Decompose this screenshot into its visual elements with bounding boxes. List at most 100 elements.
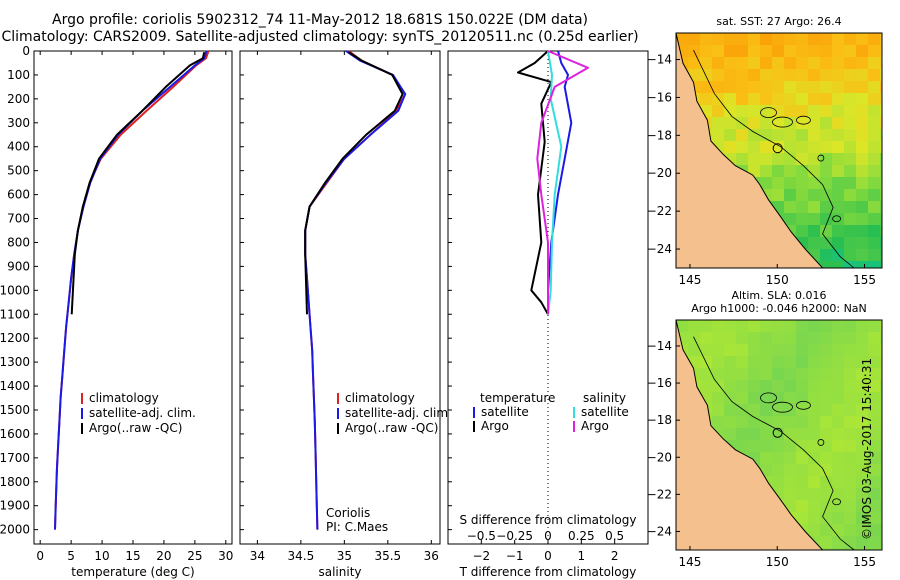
sst-map-cell xyxy=(880,213,882,226)
sla-map-cell xyxy=(748,440,761,453)
sla-map-cell xyxy=(868,488,881,501)
sst-map-cell xyxy=(808,129,821,142)
difference-series-t-argo xyxy=(517,50,553,315)
sla-map-cell xyxy=(832,332,845,345)
sla-map-cell xyxy=(820,512,833,525)
sst-map-cell xyxy=(844,93,857,106)
sla-map-cell xyxy=(796,332,809,345)
sla-map-cell xyxy=(880,488,882,501)
sla-map-cell xyxy=(868,500,881,513)
sla-map-cell xyxy=(880,368,882,381)
sst-map-cell xyxy=(760,129,773,142)
sla-map-cell xyxy=(844,368,857,381)
sst-map-cell xyxy=(712,57,725,70)
sla-map-reef xyxy=(817,439,825,446)
salinity-legend-label: satellite-adj. clim. xyxy=(345,406,452,420)
sst-map-ytick-label: −20 xyxy=(647,166,672,180)
sst-map-cell xyxy=(832,213,845,226)
sst-map-cell xyxy=(832,141,845,154)
sst-map-cell xyxy=(724,33,737,46)
sst-map-cell xyxy=(868,141,881,154)
sst-map-cell xyxy=(796,93,809,106)
sst-map-cell xyxy=(748,153,761,166)
sla-map-cell xyxy=(808,356,821,369)
sla-map-cell xyxy=(784,380,797,393)
sla-map-cell xyxy=(868,320,881,333)
sst-map-cell xyxy=(856,261,869,268)
sst-map-cell xyxy=(832,225,845,238)
sla-map-cell xyxy=(724,356,737,369)
sst-map-cell xyxy=(832,237,845,250)
sst-map-cell xyxy=(772,105,785,118)
sla-map-cell xyxy=(868,392,881,405)
difference-x2tick-label: −0.5 xyxy=(467,529,496,543)
temperature-ytick-label: 900 xyxy=(7,259,30,273)
sst-map-cell xyxy=(724,141,737,154)
sst-map-cell xyxy=(856,213,869,226)
sla-map-cell xyxy=(760,428,773,441)
sst-map-cell xyxy=(760,117,773,130)
sst-map-cell xyxy=(760,33,773,46)
sst-map-cell xyxy=(712,45,725,58)
sst-map-cell xyxy=(844,33,857,46)
sst-map-cell xyxy=(784,33,797,46)
sst-map-cell xyxy=(748,117,761,130)
sla-map-cell xyxy=(796,476,809,489)
sla-map-cell xyxy=(832,392,845,405)
sst-map-cell xyxy=(820,165,833,178)
sla-map-cell xyxy=(844,476,857,489)
sst-map-cell xyxy=(772,57,785,70)
sst-map-cell xyxy=(868,225,881,238)
sla-map-cell xyxy=(748,392,761,405)
sla-map-cell xyxy=(820,416,833,429)
sst-map-reef xyxy=(832,215,842,223)
difference-legend-label: Argo xyxy=(581,419,609,433)
sla-map-cell xyxy=(784,332,797,345)
sst-map-cell xyxy=(796,213,809,226)
sst-map-cell xyxy=(856,117,869,130)
sla-map-cell xyxy=(844,428,857,441)
sla-map-cell xyxy=(784,392,797,405)
sla-map-cell xyxy=(820,524,833,537)
sst-map-cell xyxy=(832,105,845,118)
sla-map-cell xyxy=(844,320,857,333)
sla-map-cell xyxy=(832,500,845,513)
sst-map-cell xyxy=(856,129,869,142)
temperature-ytick-label: 2000 xyxy=(0,523,30,537)
sst-map-field xyxy=(676,33,882,268)
sst-map-cell xyxy=(844,153,857,166)
sla-map-cell xyxy=(796,356,809,369)
sst-map-cell xyxy=(880,117,882,130)
temperature-xtick-label: 5 xyxy=(67,549,75,563)
sst-map-cell xyxy=(700,81,713,94)
sst-map-cell xyxy=(784,105,797,118)
sla-map-cell xyxy=(820,380,833,393)
sst-map-xtick-label: 155 xyxy=(853,273,876,287)
sst-map-cell xyxy=(748,81,761,94)
sst-map-cell xyxy=(880,57,882,70)
sst-map-cell xyxy=(880,225,882,238)
sla-map-cell xyxy=(808,464,821,477)
sla-map-cell xyxy=(820,428,833,441)
sst-map-cell xyxy=(808,201,821,214)
temperature-ytick-label: 1200 xyxy=(0,331,30,345)
sla-map-cell xyxy=(772,416,785,429)
sst-map-cell xyxy=(772,81,785,94)
sla-map-cell xyxy=(700,320,713,333)
sst-map-cell xyxy=(772,153,785,166)
sla-map-cell xyxy=(856,500,869,513)
difference-legend-title: salinity xyxy=(583,391,626,405)
sst-map-cell xyxy=(736,141,749,154)
sst-map-cell xyxy=(784,57,797,70)
sst-map-cell xyxy=(808,153,821,166)
sst-map-cell xyxy=(880,105,882,118)
sst-map-cell xyxy=(844,225,857,238)
temperature-xtick-label: 30 xyxy=(218,549,233,563)
sst-map-cell xyxy=(736,57,749,70)
sst-map-cell xyxy=(832,249,845,262)
sst-map-cell xyxy=(724,129,737,142)
salinity-legend-label: climatology xyxy=(345,391,415,405)
difference-xtick-label: 0 xyxy=(544,549,552,563)
difference-xtick-label: −1 xyxy=(506,549,524,563)
sst-map-cell xyxy=(868,237,881,250)
